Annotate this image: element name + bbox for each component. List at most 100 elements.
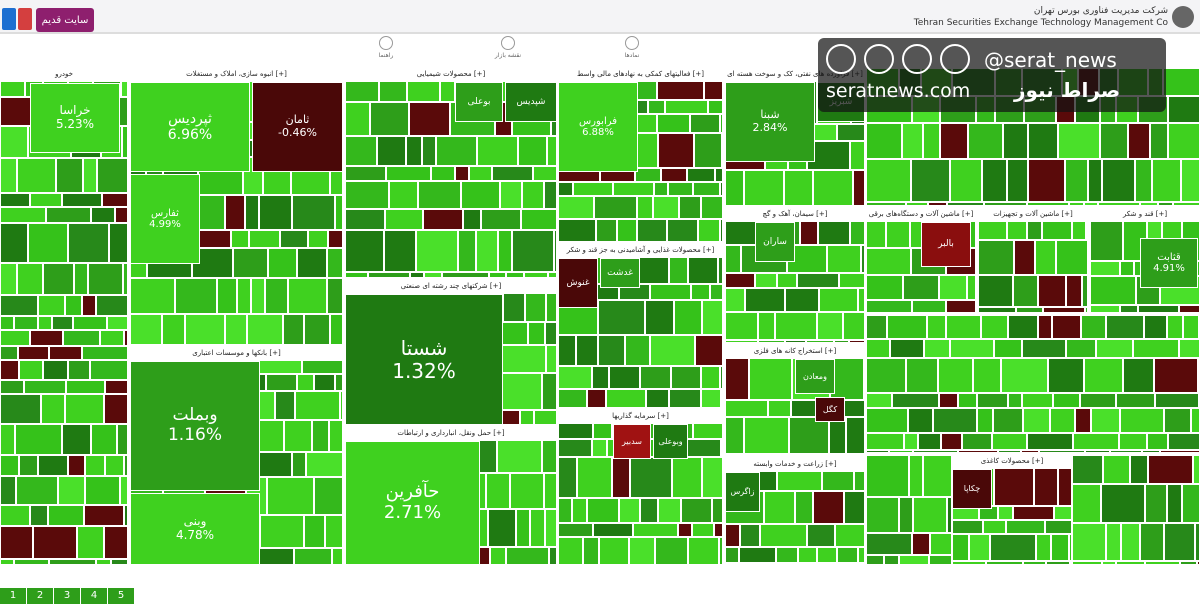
- stock-tile[interactable]: ثپردیس 6.96%: [130, 82, 250, 172]
- filler-tile: [88, 263, 123, 295]
- sector-title[interactable]: ماشین آلات و دستگاه‌های برقی [+]: [866, 208, 976, 221]
- filler-tile: [481, 209, 521, 230]
- page-button[interactable]: 2: [27, 588, 54, 604]
- stock-tile[interactable]: شبنا 2.84%: [725, 82, 815, 162]
- filler-tile: [1120, 305, 1138, 313]
- nav-item[interactable]: نمادها: [612, 36, 652, 59]
- top-bar: سایت قدیم شرکت مدیریت فناوری بورس تهران …: [0, 0, 1200, 34]
- filler-tile: [345, 136, 377, 166]
- sector-title[interactable]: محصولات غذایی و آشامیدنی به جز قند و شکر…: [558, 244, 723, 257]
- filler-tile: [105, 455, 124, 476]
- filler-tile: [284, 420, 312, 452]
- filler-tile: [330, 314, 343, 345]
- filler-tile: [0, 158, 17, 193]
- filler-tile: [720, 114, 723, 133]
- filler-tile: [701, 389, 721, 408]
- stock-tile[interactable]: ساران: [755, 222, 795, 262]
- sector-title[interactable]: حمل ونقل، انبارداری و ارتباطات [+]: [345, 427, 557, 440]
- stock-tile[interactable]: وبملت 1.16%: [130, 361, 260, 491]
- filler-tile: [489, 272, 506, 278]
- sector-title[interactable]: خودرو: [0, 68, 128, 81]
- filler-tile: [68, 223, 109, 263]
- stock-tile[interactable]: بوعلی: [455, 82, 503, 122]
- stock-tile[interactable]: ثامان -0.46%: [252, 82, 343, 172]
- stock-tile[interactable]: زاگرس: [725, 472, 760, 512]
- filler-tile: [866, 275, 903, 300]
- filler-tile: [800, 221, 818, 245]
- filler-tile: [1152, 159, 1181, 202]
- stock-tile[interactable]: بالبر: [921, 222, 971, 267]
- filler-tile: [1048, 358, 1084, 393]
- stock-tile[interactable]: سدبیر: [613, 424, 651, 459]
- sector-title[interactable]: ماشین آلات و تجهیزات [+]: [978, 208, 1088, 221]
- filler-tile: [345, 209, 385, 230]
- filler-tile: [994, 339, 1022, 358]
- filler-tile: [725, 340, 758, 343]
- sector-title[interactable]: شرکتهای چند رشته ای صنعتی [+]: [345, 280, 557, 293]
- filler-tile: [695, 335, 723, 366]
- filler-tile: [702, 457, 723, 498]
- filler-tile: [1100, 123, 1128, 159]
- filler-tile: [978, 240, 1014, 275]
- stock-tile[interactable]: شستا 1.32%: [345, 294, 503, 425]
- company-name-en: Tehran Securities Exchange Technology Ma…: [913, 18, 1168, 28]
- filler-tile: [0, 346, 18, 360]
- stock-tile[interactable]: وبوعلی: [653, 424, 688, 459]
- filler-tile: [1173, 202, 1200, 206]
- stock-tile[interactable]: غنوش: [558, 258, 598, 308]
- stock-tile[interactable]: چکاپا: [952, 469, 992, 509]
- filler-tile: [903, 275, 939, 300]
- sector-title[interactable]: محصولات شیمیایی [+]: [345, 68, 557, 81]
- stock-tile[interactable]: فرابورس 6.88%: [558, 82, 638, 172]
- stock-tile[interactable]: خراسا 5.23%: [30, 83, 120, 153]
- filler-tile: [431, 166, 455, 181]
- old-site-button[interactable]: سایت قدیم: [36, 8, 94, 32]
- filler-tile: [977, 393, 1008, 408]
- filler-tile: [619, 498, 640, 523]
- stock-tile[interactable]: ومعادن: [795, 359, 835, 394]
- sector-title[interactable]: فعالیتهای کمکی به نهادهای مالی واسط [+]: [558, 68, 723, 81]
- stock-tile[interactable]: قثابت 4.91%: [1140, 238, 1198, 288]
- stock-tile[interactable]: وبنی 4.78%: [130, 493, 260, 565]
- sector-title[interactable]: قند و شکر [+]: [1090, 208, 1200, 221]
- filler-tile: [486, 473, 510, 509]
- stock-tile[interactable]: حآفرین 2.71%: [345, 441, 480, 565]
- sector-title[interactable]: سرمایه گذاریها [+]: [558, 410, 723, 423]
- filler-tile: [297, 374, 314, 391]
- nav-item[interactable]: نقشه بازار: [488, 36, 528, 59]
- filler-tile: [984, 202, 1027, 206]
- nav-item[interactable]: راهنما: [366, 36, 406, 59]
- filler-tile: [0, 193, 30, 207]
- sector-title[interactable]: زراعت و خدمات وابسته [+]: [725, 458, 865, 471]
- filler-tile: [866, 450, 889, 453]
- page-button[interactable]: 1: [0, 588, 27, 604]
- sector-title[interactable]: محصولات کاغذی [+]: [952, 455, 1072, 468]
- filler-tile: [385, 209, 423, 230]
- page-button[interactable]: 3: [54, 588, 81, 604]
- sector-title[interactable]: سیمان، آهک و گچ [+]: [725, 208, 865, 221]
- page-button[interactable]: 5: [108, 588, 135, 604]
- sector-title[interactable]: بانکها و موسسات اعتباری [+]: [130, 347, 343, 360]
- filler-tile: [593, 523, 633, 537]
- stock-tile[interactable]: ثفارس 4.99%: [130, 174, 200, 264]
- sector-title[interactable]: استخراج کانه های فلزی [+]: [725, 345, 865, 358]
- stock-tile[interactable]: غدشت: [600, 258, 640, 288]
- filler-tile: [693, 182, 720, 196]
- filler-tile: [1130, 455, 1148, 484]
- filler-tile: [225, 195, 245, 230]
- filler-tile: [617, 219, 637, 242]
- filler-tile: [1091, 408, 1120, 433]
- page-button[interactable]: 4: [81, 588, 108, 604]
- filler-tile: [558, 439, 592, 457]
- stock-tile[interactable]: شپدیس: [505, 82, 557, 122]
- sector-title[interactable]: انبوه سازی، املاک و مستغلات [+]: [130, 68, 343, 81]
- stock-change: 5.23%: [55, 117, 95, 131]
- stock-symbol: وبنی: [183, 514, 207, 529]
- filler-tile: [789, 417, 829, 454]
- filler-tile: [41, 394, 65, 424]
- stock-tile[interactable]: کگل: [815, 397, 845, 422]
- filler-tile: [1090, 305, 1120, 313]
- filler-tile: [912, 533, 930, 555]
- filler-tile: [1148, 455, 1193, 484]
